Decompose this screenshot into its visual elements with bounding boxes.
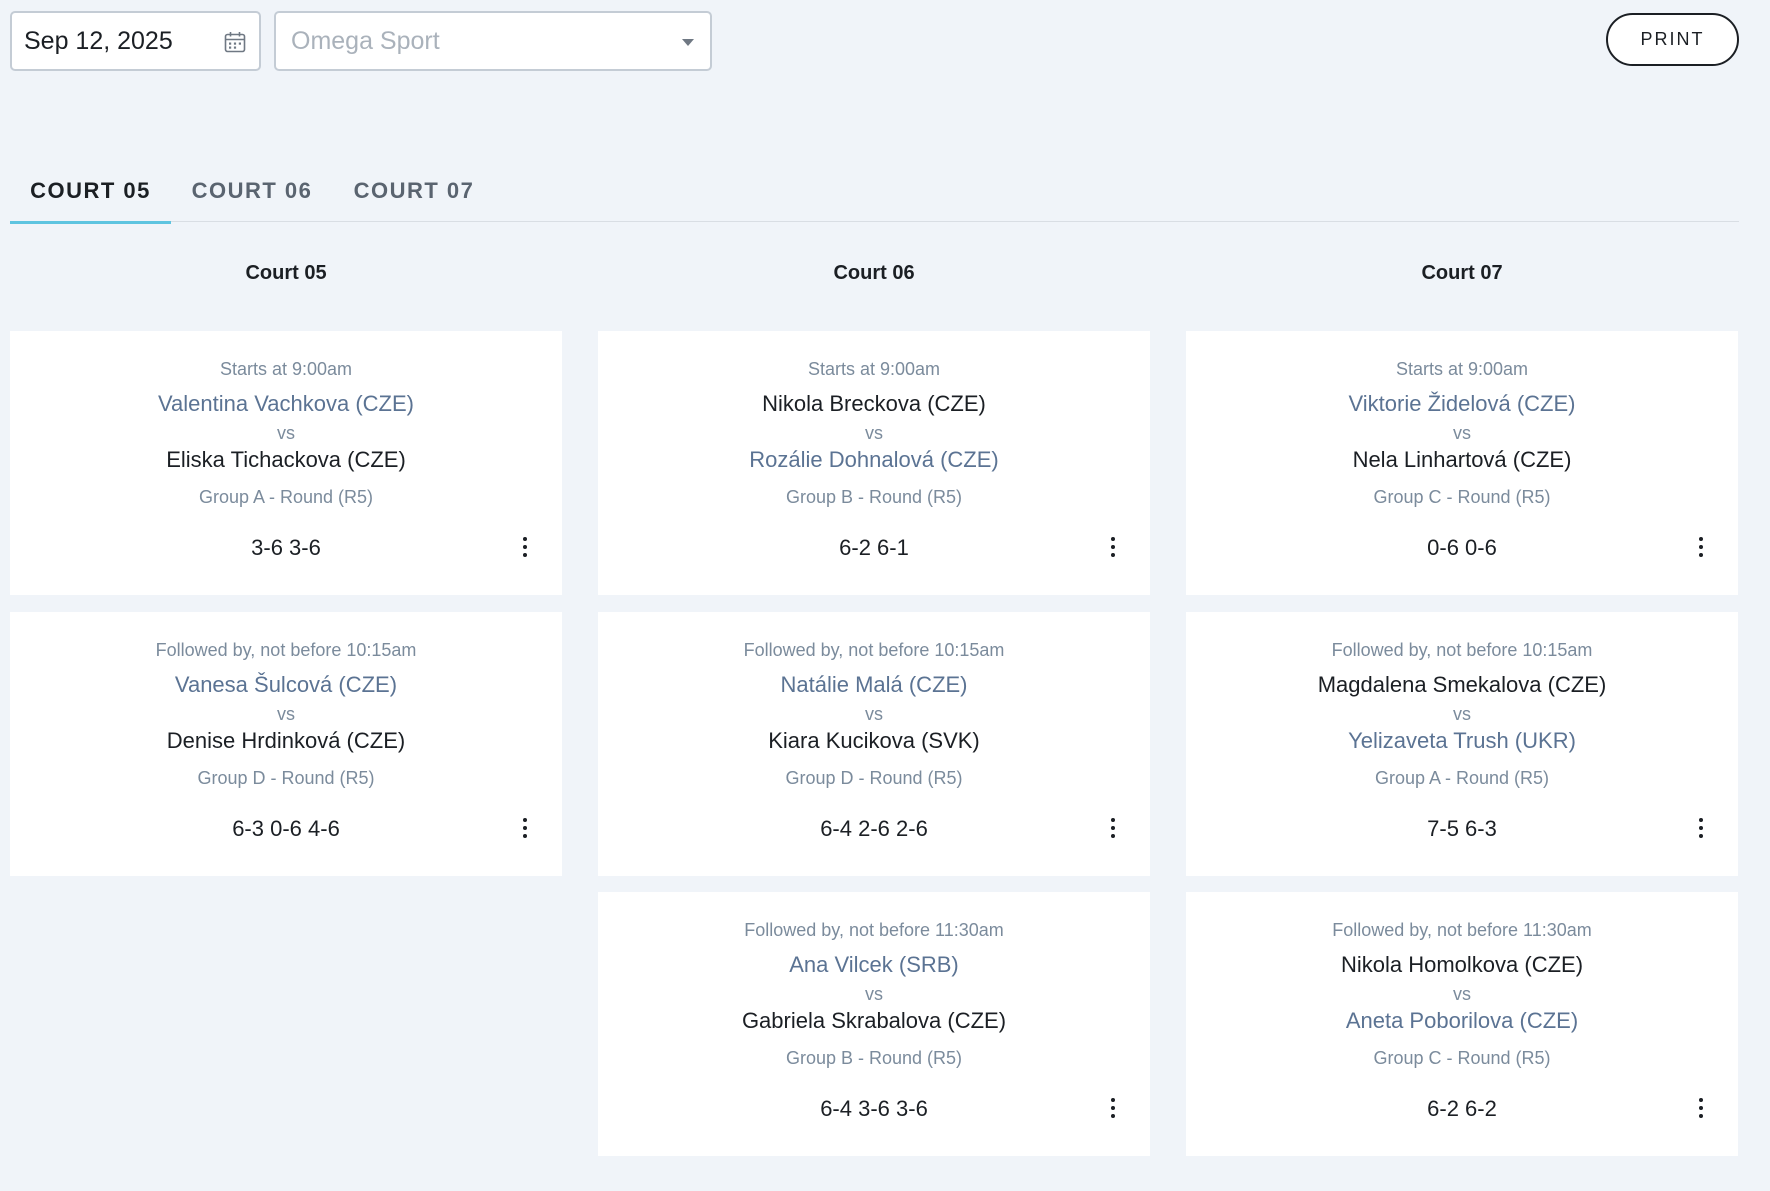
match-score: 7-5 6-3 <box>1427 816 1497 841</box>
match-score: 6-4 3-6 3-6 <box>820 1096 928 1121</box>
player-two: Rozálie Dohnalová (CZE) <box>749 447 999 472</box>
date-picker[interactable]: Sep 12, 2025 <box>10 11 261 71</box>
match-score: 6-3 0-6 4-6 <box>232 816 340 841</box>
more-vertical-icon[interactable] <box>1108 1098 1118 1118</box>
match-group: Group A - Round (R5) <box>1374 768 1550 788</box>
match-score: 6-2 6-2 <box>1427 1096 1497 1121</box>
versus-label: vs <box>865 423 883 443</box>
player-two: Kiara Kucikova (SVK) <box>768 728 980 753</box>
court-column-title: Court 05 <box>245 262 327 284</box>
tab-court-07[interactable]: COURT 07 <box>353 178 475 203</box>
match-card[interactable]: Starts at 9:00am Viktorie Židelová (CZE) v… <box>1186 331 1738 595</box>
player-one: Nikola Homolkova (CZE) <box>1340 952 1584 977</box>
player-one: Magdalena Smekalova (CZE) <box>1317 672 1607 697</box>
match-group: Group B - Round (R5) <box>785 1048 963 1068</box>
player-two: Gabriela Skrabalova (CZE) <box>741 1008 1007 1033</box>
match-time: Starts at 9:00am <box>1395 359 1529 379</box>
match-group: Group B - Round (R5) <box>785 487 963 507</box>
versus-label: vs <box>1453 423 1471 443</box>
match-card[interactable]: Starts at 9:00am Nikola Breckova (CZE) vs R… <box>598 331 1150 595</box>
match-time: Followed by, not before 11:30am <box>1332 920 1592 940</box>
player-one: Nikola Breckova (CZE) <box>762 391 986 416</box>
match-group: Group D - Round (R5) <box>197 768 375 788</box>
player-two: Yelizaveta Trush (UKR) <box>1348 728 1576 753</box>
more-vertical-icon[interactable] <box>1696 1098 1706 1118</box>
match-time: Followed by, not before 10:15am <box>743 640 1005 660</box>
venue-select[interactable]: Omega Sport <box>274 11 712 71</box>
chevron-down-icon <box>682 39 694 46</box>
player-one: Ana Vilcek (SRB) <box>789 952 959 977</box>
player-one: Viktorie Židelová (CZE) <box>1348 391 1576 416</box>
match-score: 6-2 6-1 <box>839 535 909 560</box>
match-card[interactable]: Starts at 9:00am Valentina Vachkova (CZE)… <box>10 331 562 595</box>
match-score: 6-4 2-6 2-6 <box>820 816 928 841</box>
match-card[interactable]: Followed by, not before 11:30am Ana Vilce… <box>598 892 1150 1156</box>
more-vertical-icon[interactable] <box>1108 537 1118 557</box>
match-score: 3-6 3-6 <box>251 535 321 560</box>
match-time: Followed by, not before 11:30am <box>744 920 1004 940</box>
player-two: Aneta Poborilova (CZE) <box>1345 1008 1579 1033</box>
versus-label: vs <box>277 423 295 443</box>
more-vertical-icon[interactable] <box>1108 818 1118 838</box>
match-group: Group D - Round (R5) <box>785 768 963 788</box>
print-button[interactable]: PRINT <box>1606 13 1739 66</box>
match-card[interactable]: Followed by, not before 11:30am Nikola Ho… <box>1186 892 1738 1156</box>
match-time: Starts at 9:00am <box>807 359 941 379</box>
player-one: Natálie Malá (CZE) <box>780 672 968 697</box>
player-one: Vanesa Šulcová (CZE) <box>174 672 398 697</box>
versus-label: vs <box>1453 984 1471 1004</box>
versus-label: vs <box>865 704 883 724</box>
venue-placeholder: Omega Sport <box>291 26 440 55</box>
match-card[interactable]: Followed by, not before 10:15am Magdalena… <box>1186 612 1738 876</box>
match-card[interactable]: Followed by, not before 10:15am Vanesa Šu… <box>10 612 562 876</box>
match-score: 0-6 0-6 <box>1427 535 1497 560</box>
match-group: Group A - Round (R5) <box>198 487 374 507</box>
player-two: Denise Hrdinková (CZE) <box>166 728 406 753</box>
match-group: Group C - Round (R5) <box>1373 487 1551 507</box>
more-vertical-icon[interactable] <box>520 537 530 557</box>
calendar-icon[interactable] <box>224 31 246 53</box>
player-two: Eliska Tichackova (CZE) <box>166 447 406 472</box>
toolbar: Sep 12, 2025 Omega Sport PRINT <box>10 11 1739 71</box>
match-time: Starts at 9:00am <box>219 359 353 379</box>
versus-label: vs <box>865 984 883 1004</box>
more-vertical-icon[interactable] <box>1696 818 1706 838</box>
court-column-title: Court 07 <box>1421 262 1503 284</box>
player-two: Nela Linhartová (CZE) <box>1352 447 1572 472</box>
tab-court-06[interactable]: COURT 06 <box>191 178 313 203</box>
match-time: Followed by, not before 10:15am <box>155 640 417 660</box>
tab-court-05[interactable]: COURT 05 <box>10 160 171 224</box>
player-one: Valentina Vachkova (CZE) <box>158 391 414 416</box>
match-card[interactable]: Followed by, not before 10:15am Natálie M… <box>598 612 1150 876</box>
versus-label: vs <box>277 704 295 724</box>
match-group: Group C - Round (R5) <box>1373 1048 1551 1068</box>
versus-label: vs <box>1453 704 1471 724</box>
more-vertical-icon[interactable] <box>520 818 530 838</box>
match-time: Followed by, not before 10:15am <box>1331 640 1593 660</box>
date-value: Sep 12, 2025 <box>24 26 173 55</box>
more-vertical-icon[interactable] <box>1696 537 1706 557</box>
court-tabs: COURT 05 COURT 06 COURT 07 <box>10 160 1739 224</box>
court-column-title: Court 06 <box>833 262 915 284</box>
